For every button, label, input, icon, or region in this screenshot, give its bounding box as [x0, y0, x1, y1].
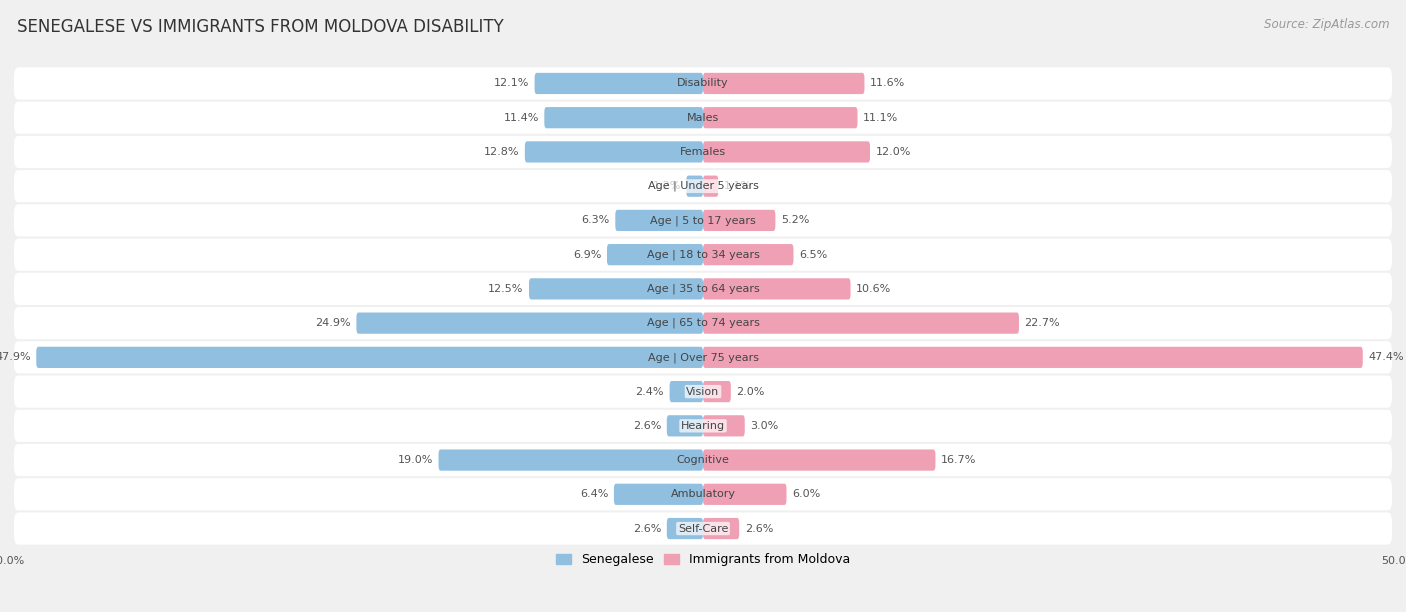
Text: Cognitive: Cognitive [676, 455, 730, 465]
FancyBboxPatch shape [14, 273, 1392, 305]
Text: Males: Males [688, 113, 718, 122]
Text: 2.0%: 2.0% [737, 387, 765, 397]
FancyBboxPatch shape [703, 381, 731, 402]
FancyBboxPatch shape [14, 444, 1392, 476]
Text: Self-Care: Self-Care [678, 523, 728, 534]
Text: 16.7%: 16.7% [941, 455, 976, 465]
FancyBboxPatch shape [703, 415, 745, 436]
FancyBboxPatch shape [703, 107, 858, 129]
Text: 6.9%: 6.9% [574, 250, 602, 259]
Text: 5.2%: 5.2% [780, 215, 810, 225]
Text: 47.9%: 47.9% [0, 353, 31, 362]
Text: 2.6%: 2.6% [633, 421, 661, 431]
Text: Hearing: Hearing [681, 421, 725, 431]
Text: 12.5%: 12.5% [488, 284, 523, 294]
FancyBboxPatch shape [14, 239, 1392, 271]
Text: Age | 35 to 64 years: Age | 35 to 64 years [647, 283, 759, 294]
Text: 6.4%: 6.4% [579, 490, 609, 499]
FancyBboxPatch shape [529, 278, 703, 299]
Text: Age | 65 to 74 years: Age | 65 to 74 years [647, 318, 759, 329]
FancyBboxPatch shape [703, 518, 740, 539]
FancyBboxPatch shape [356, 313, 703, 334]
FancyBboxPatch shape [703, 244, 793, 265]
Text: 12.0%: 12.0% [876, 147, 911, 157]
FancyBboxPatch shape [544, 107, 703, 129]
FancyBboxPatch shape [686, 176, 703, 197]
Text: Disability: Disability [678, 78, 728, 89]
FancyBboxPatch shape [14, 67, 1392, 100]
Text: 12.8%: 12.8% [484, 147, 519, 157]
Legend: Senegalese, Immigrants from Moldova: Senegalese, Immigrants from Moldova [551, 548, 855, 572]
Text: Ambulatory: Ambulatory [671, 490, 735, 499]
FancyBboxPatch shape [14, 307, 1392, 339]
FancyBboxPatch shape [14, 204, 1392, 236]
FancyBboxPatch shape [703, 73, 865, 94]
FancyBboxPatch shape [14, 136, 1392, 168]
FancyBboxPatch shape [14, 410, 1392, 442]
Text: SENEGALESE VS IMMIGRANTS FROM MOLDOVA DISABILITY: SENEGALESE VS IMMIGRANTS FROM MOLDOVA DI… [17, 18, 503, 36]
Text: 10.6%: 10.6% [856, 284, 891, 294]
Text: Vision: Vision [686, 387, 720, 397]
FancyBboxPatch shape [534, 73, 703, 94]
Text: 22.7%: 22.7% [1025, 318, 1060, 328]
Text: 1.1%: 1.1% [724, 181, 752, 191]
Text: 47.4%: 47.4% [1368, 353, 1405, 362]
Text: Age | Under 5 years: Age | Under 5 years [648, 181, 758, 192]
FancyBboxPatch shape [703, 449, 935, 471]
Text: 11.1%: 11.1% [863, 113, 898, 122]
Text: 6.3%: 6.3% [582, 215, 610, 225]
Text: Age | 5 to 17 years: Age | 5 to 17 years [650, 215, 756, 226]
Text: 2.4%: 2.4% [636, 387, 664, 397]
FancyBboxPatch shape [14, 512, 1392, 545]
FancyBboxPatch shape [14, 478, 1392, 510]
FancyBboxPatch shape [616, 210, 703, 231]
Text: 2.6%: 2.6% [633, 523, 661, 534]
FancyBboxPatch shape [666, 518, 703, 539]
FancyBboxPatch shape [703, 278, 851, 299]
Text: 12.1%: 12.1% [494, 78, 529, 89]
FancyBboxPatch shape [14, 376, 1392, 408]
FancyBboxPatch shape [14, 341, 1392, 373]
Text: 24.9%: 24.9% [315, 318, 352, 328]
FancyBboxPatch shape [607, 244, 703, 265]
FancyBboxPatch shape [669, 381, 703, 402]
FancyBboxPatch shape [703, 347, 1362, 368]
Text: 1.2%: 1.2% [652, 181, 681, 191]
Text: Age | 18 to 34 years: Age | 18 to 34 years [647, 250, 759, 260]
FancyBboxPatch shape [703, 483, 786, 505]
FancyBboxPatch shape [614, 483, 703, 505]
FancyBboxPatch shape [37, 347, 703, 368]
Text: Age | Over 75 years: Age | Over 75 years [648, 352, 758, 362]
FancyBboxPatch shape [524, 141, 703, 163]
FancyBboxPatch shape [703, 141, 870, 163]
FancyBboxPatch shape [703, 176, 718, 197]
Text: 2.6%: 2.6% [745, 523, 773, 534]
Text: 11.6%: 11.6% [870, 78, 905, 89]
Text: 11.4%: 11.4% [503, 113, 538, 122]
Text: Source: ZipAtlas.com: Source: ZipAtlas.com [1264, 18, 1389, 31]
FancyBboxPatch shape [703, 210, 775, 231]
FancyBboxPatch shape [439, 449, 703, 471]
Text: 6.5%: 6.5% [799, 250, 827, 259]
FancyBboxPatch shape [14, 102, 1392, 134]
FancyBboxPatch shape [703, 313, 1019, 334]
Text: 3.0%: 3.0% [751, 421, 779, 431]
Text: Females: Females [681, 147, 725, 157]
FancyBboxPatch shape [14, 170, 1392, 202]
Text: 6.0%: 6.0% [792, 490, 820, 499]
FancyBboxPatch shape [666, 415, 703, 436]
Text: 19.0%: 19.0% [398, 455, 433, 465]
